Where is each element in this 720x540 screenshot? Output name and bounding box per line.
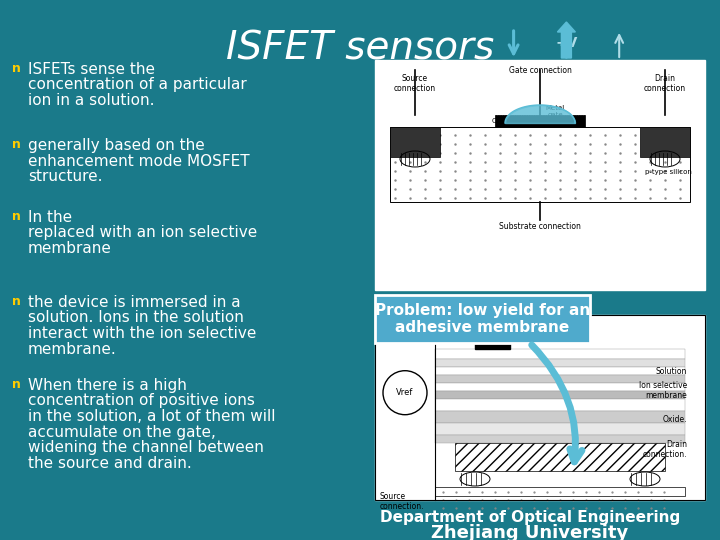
Text: ISFET sensors: ISFET sensors — [226, 30, 494, 68]
Text: n: n — [12, 378, 21, 391]
Text: the device is immersed in a: the device is immersed in a — [28, 295, 240, 310]
Text: widening the channel between: widening the channel between — [28, 440, 264, 455]
Bar — [375, 60, 705, 290]
Text: solution. Ions in the solution: solution. Ions in the solution — [28, 310, 244, 326]
Text: Solution: Solution — [656, 367, 687, 376]
Text: n: n — [12, 295, 21, 308]
Text: replaced with an ion selective: replaced with an ion selective — [28, 226, 257, 240]
Text: Ion selective
membrane: Ion selective membrane — [639, 381, 687, 400]
Bar — [435, 367, 685, 375]
Text: accumulate on the gate,: accumulate on the gate, — [28, 424, 216, 440]
Bar — [495, 115, 585, 127]
Text: When there is a high: When there is a high — [28, 378, 187, 393]
Bar — [375, 295, 590, 343]
Bar — [475, 343, 510, 349]
Text: interact with the ion selective: interact with the ion selective — [28, 326, 256, 341]
Bar — [435, 399, 685, 411]
Bar — [455, 443, 665, 471]
Circle shape — [383, 370, 427, 415]
Text: In the: In the — [28, 210, 77, 225]
Text: Source
connection.: Source connection. — [380, 492, 425, 511]
Bar — [640, 127, 690, 157]
Text: structure.: structure. — [28, 169, 102, 184]
Text: in the solution, a lot of them will: in the solution, a lot of them will — [28, 409, 276, 424]
Text: Oxide: Oxide — [492, 118, 512, 124]
Text: Vref: Vref — [396, 388, 414, 397]
Text: +V: +V — [555, 36, 577, 50]
Text: n: n — [12, 210, 21, 223]
Text: Drain
connection.: Drain connection. — [642, 440, 687, 460]
Bar — [435, 411, 685, 423]
Text: generally based on the: generally based on the — [28, 138, 204, 153]
Text: enhancement mode MOSFET: enhancement mode MOSFET — [28, 153, 250, 168]
Text: Department of Optical Engineering: Department of Optical Engineering — [380, 510, 680, 525]
Bar — [375, 315, 705, 500]
Text: Problem: low yield for an
adhesive membrane: Problem: low yield for an adhesive membr… — [375, 303, 590, 335]
Bar — [435, 359, 685, 367]
Bar — [435, 487, 685, 496]
Text: n: n — [12, 62, 21, 75]
Text: membrane: membrane — [28, 241, 112, 256]
Bar — [375, 315, 705, 500]
Bar — [435, 391, 685, 399]
Text: Gate connection: Gate connection — [508, 66, 572, 75]
Text: p-type silicon: p-type silicon — [645, 169, 692, 175]
Text: the source and drain.: the source and drain. — [28, 456, 192, 470]
Bar — [435, 383, 685, 391]
Bar — [390, 127, 440, 157]
Text: Metal
gate: Metal gate — [545, 105, 564, 118]
Text: ISFETs sense the: ISFETs sense the — [28, 62, 155, 77]
FancyArrow shape — [557, 22, 575, 58]
Text: concentration of a particular: concentration of a particular — [28, 78, 247, 92]
Text: Reference
electrode.: Reference electrode. — [505, 319, 544, 339]
Text: Substrate connection: Substrate connection — [499, 222, 581, 231]
Text: Drain
connection: Drain connection — [644, 74, 686, 93]
Bar — [435, 435, 685, 443]
Text: concentration of positive ions: concentration of positive ions — [28, 394, 255, 408]
Text: Source
connection: Source connection — [394, 74, 436, 93]
Text: Zhejiang University: Zhejiang University — [431, 524, 629, 540]
Bar — [435, 423, 685, 435]
Bar — [390, 127, 690, 202]
Text: Oxide.: Oxide. — [662, 415, 687, 424]
Text: membrane.: membrane. — [28, 341, 117, 356]
Text: n: n — [12, 138, 21, 151]
Bar — [435, 349, 685, 359]
Text: ion in a solution.: ion in a solution. — [28, 93, 155, 108]
Bar — [435, 375, 685, 383]
